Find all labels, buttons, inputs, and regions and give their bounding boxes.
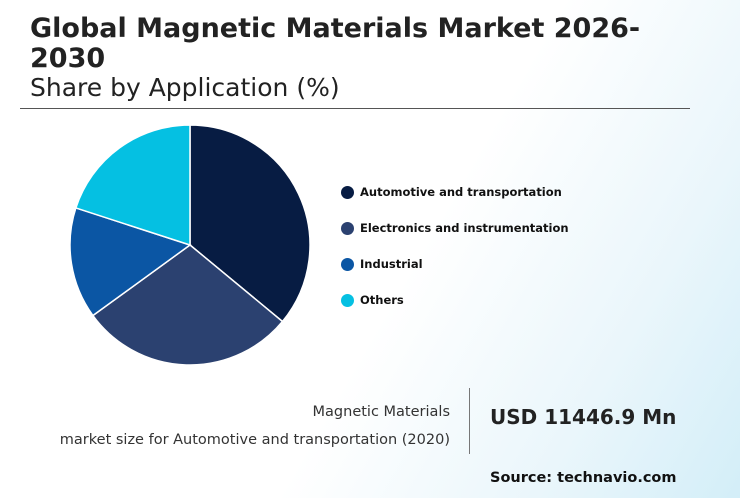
legend-item: Others: [341, 282, 569, 318]
market-size-value: USD 11446.9 Mn: [490, 405, 677, 429]
legend-label: Automotive and transportation: [360, 185, 562, 199]
legend-item: Industrial: [341, 246, 569, 282]
chart-title: Global Magnetic Materials Market 2026-20…: [30, 13, 641, 74]
market-size-label-line1: Magnetic Materials: [312, 404, 450, 420]
source-credit: Source: technavio.com: [490, 470, 677, 486]
pie-slice-others: [74, 124, 191, 247]
chart-subtitle: Share by Application (%): [30, 73, 340, 102]
pie-slice-automotive-and-transportation: [189, 124, 311, 323]
header-divider: [20, 108, 690, 109]
legend-swatch: [341, 185, 354, 199]
market-size-label: Magnetic Materials market size for Autom…: [60, 398, 450, 454]
legend-label: Electronics and instrumentation: [360, 221, 569, 235]
market-size-label-line2: market size for Automotive and transport…: [59, 432, 450, 448]
legend-item: Electronics and instrumentation: [341, 210, 569, 246]
pie-slice-electronics-and-instrumentation: [91, 244, 284, 366]
pie-chart: [69, 124, 311, 366]
legend-label: Industrial: [360, 257, 423, 271]
legend-swatch: [341, 293, 354, 307]
info-divider: [469, 388, 470, 454]
legend-swatch: [341, 257, 354, 271]
legend-label: Others: [360, 293, 404, 307]
legend-item: Automotive and transportation: [341, 174, 569, 210]
pie-slice-industrial: [69, 206, 192, 317]
chart-legend: Automotive and transportation Electronics…: [341, 174, 569, 318]
legend-swatch: [341, 221, 354, 235]
